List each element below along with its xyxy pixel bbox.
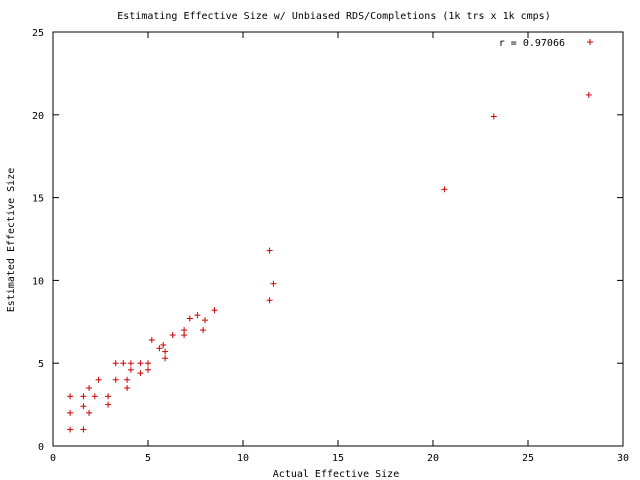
data-point xyxy=(127,360,134,367)
chart-title: Estimating Effective Size w/ Unbiased RD… xyxy=(117,11,550,22)
x-tick-label: 30 xyxy=(617,453,629,464)
x-tick-label: 15 xyxy=(332,453,344,464)
y-axis-label: Estimated Effective Size xyxy=(6,168,17,313)
data-point xyxy=(86,385,93,392)
data-point xyxy=(211,307,218,314)
data-point xyxy=(67,393,74,400)
data-point xyxy=(194,312,201,319)
y-tick-label: 15 xyxy=(32,194,44,205)
data-point xyxy=(270,280,277,287)
data-point xyxy=(186,315,193,322)
data-point xyxy=(124,376,131,383)
x-tick-label: 25 xyxy=(522,453,534,464)
data-point xyxy=(490,113,497,120)
data-point xyxy=(200,327,207,334)
x-tick-label: 0 xyxy=(50,453,56,464)
y-tick-label: 25 xyxy=(32,28,44,39)
y-tick-label: 0 xyxy=(38,442,44,453)
plot-area-border xyxy=(52,31,624,447)
data-point xyxy=(202,317,208,324)
x-tick-label: 10 xyxy=(237,453,249,464)
data-point xyxy=(585,91,592,98)
data-point xyxy=(169,332,176,339)
data-point xyxy=(120,360,127,367)
data-point xyxy=(137,360,144,367)
data-point xyxy=(127,366,134,373)
legend: r = 0.97066 xyxy=(499,38,593,49)
data-point xyxy=(80,393,87,400)
data-point xyxy=(67,426,74,433)
legend-marker xyxy=(587,39,593,45)
legend-label: r = 0.97066 xyxy=(499,38,565,49)
data-point xyxy=(156,345,163,352)
data-point xyxy=(105,393,112,400)
x-axis-label: Actual Effective Size xyxy=(273,469,399,480)
y-tick-label: 10 xyxy=(32,276,44,287)
data-point xyxy=(137,370,144,377)
data-point xyxy=(266,297,273,304)
data-point xyxy=(112,360,119,367)
data-point xyxy=(145,360,151,367)
data-point xyxy=(162,355,169,362)
data-point xyxy=(148,337,155,344)
data-point xyxy=(124,385,131,392)
data-point xyxy=(80,403,87,410)
data-points xyxy=(67,91,592,433)
data-point xyxy=(105,401,112,408)
data-point xyxy=(441,186,448,193)
data-point xyxy=(112,376,119,383)
x-tick-label: 5 xyxy=(145,453,151,464)
x-tick-label: 20 xyxy=(427,453,439,464)
data-point xyxy=(67,409,74,416)
axes: 0 5 10 15 20 25 30 0 5 10 15 20 25 xyxy=(32,28,629,464)
data-point xyxy=(162,348,169,355)
data-point xyxy=(145,366,151,373)
data-point xyxy=(181,332,188,339)
data-point xyxy=(95,376,102,383)
data-point xyxy=(80,426,87,433)
y-tick-label: 5 xyxy=(38,359,44,370)
data-point xyxy=(266,247,273,254)
data-point xyxy=(91,393,98,400)
data-point xyxy=(86,409,93,416)
legend-marker-plus xyxy=(587,39,593,45)
data-point xyxy=(160,341,167,348)
y-tick-label: 20 xyxy=(32,111,44,122)
